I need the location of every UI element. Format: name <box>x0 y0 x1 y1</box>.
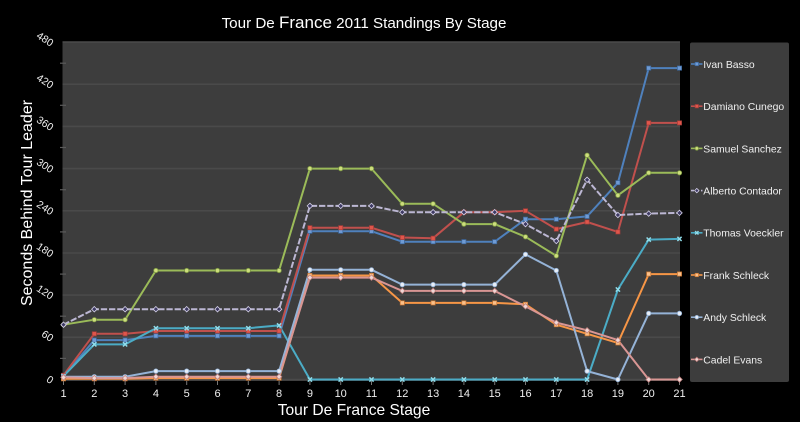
svg-text:2: 2 <box>91 388 97 400</box>
svg-text:1: 1 <box>60 388 66 400</box>
svg-text:19: 19 <box>612 388 624 400</box>
svg-text:Tour De France Stage: Tour De France Stage <box>278 402 431 419</box>
svg-text:15: 15 <box>489 388 501 400</box>
svg-text:14: 14 <box>458 388 470 400</box>
svg-text:0: 0 <box>44 374 56 387</box>
svg-text:13: 13 <box>427 388 439 400</box>
svg-text:Alberto Contador: Alberto Contador <box>703 187 782 198</box>
svg-text:Seconds Behind Tour Leader: Seconds Behind Tour Leader <box>19 99 36 306</box>
svg-text:Samuel Sanchez: Samuel Sanchez <box>703 144 782 155</box>
svg-text:Frank Schleck: Frank Schleck <box>703 271 770 282</box>
svg-text:16: 16 <box>519 388 531 400</box>
svg-text:9: 9 <box>307 388 313 400</box>
svg-text:18: 18 <box>581 388 593 400</box>
svg-text:Damiano Cunego: Damiano Cunego <box>703 102 784 113</box>
svg-text:6: 6 <box>214 388 220 400</box>
svg-text:8: 8 <box>276 388 282 400</box>
svg-text:60: 60 <box>39 328 55 345</box>
svg-text:17: 17 <box>550 388 562 400</box>
svg-text:Cadel Evans: Cadel Evans <box>703 355 762 366</box>
svg-text:Tour De France 2011 Standings: Tour De France 2011 Standings By Stage <box>222 13 507 32</box>
svg-text:12: 12 <box>396 388 408 400</box>
svg-text:Ivan Basso: Ivan Basso <box>703 60 755 71</box>
svg-text:4: 4 <box>153 388 159 400</box>
svg-text:Thomas Voeckler: Thomas Voeckler <box>703 229 784 240</box>
svg-text:20: 20 <box>643 388 655 400</box>
svg-text:7: 7 <box>245 388 251 400</box>
svg-text:Andy Schleck: Andy Schleck <box>703 313 767 324</box>
svg-text:10: 10 <box>335 388 347 400</box>
svg-text:3: 3 <box>122 388 128 400</box>
svg-text:5: 5 <box>184 388 190 400</box>
svg-text:11: 11 <box>366 388 377 400</box>
svg-text:21: 21 <box>673 388 685 400</box>
